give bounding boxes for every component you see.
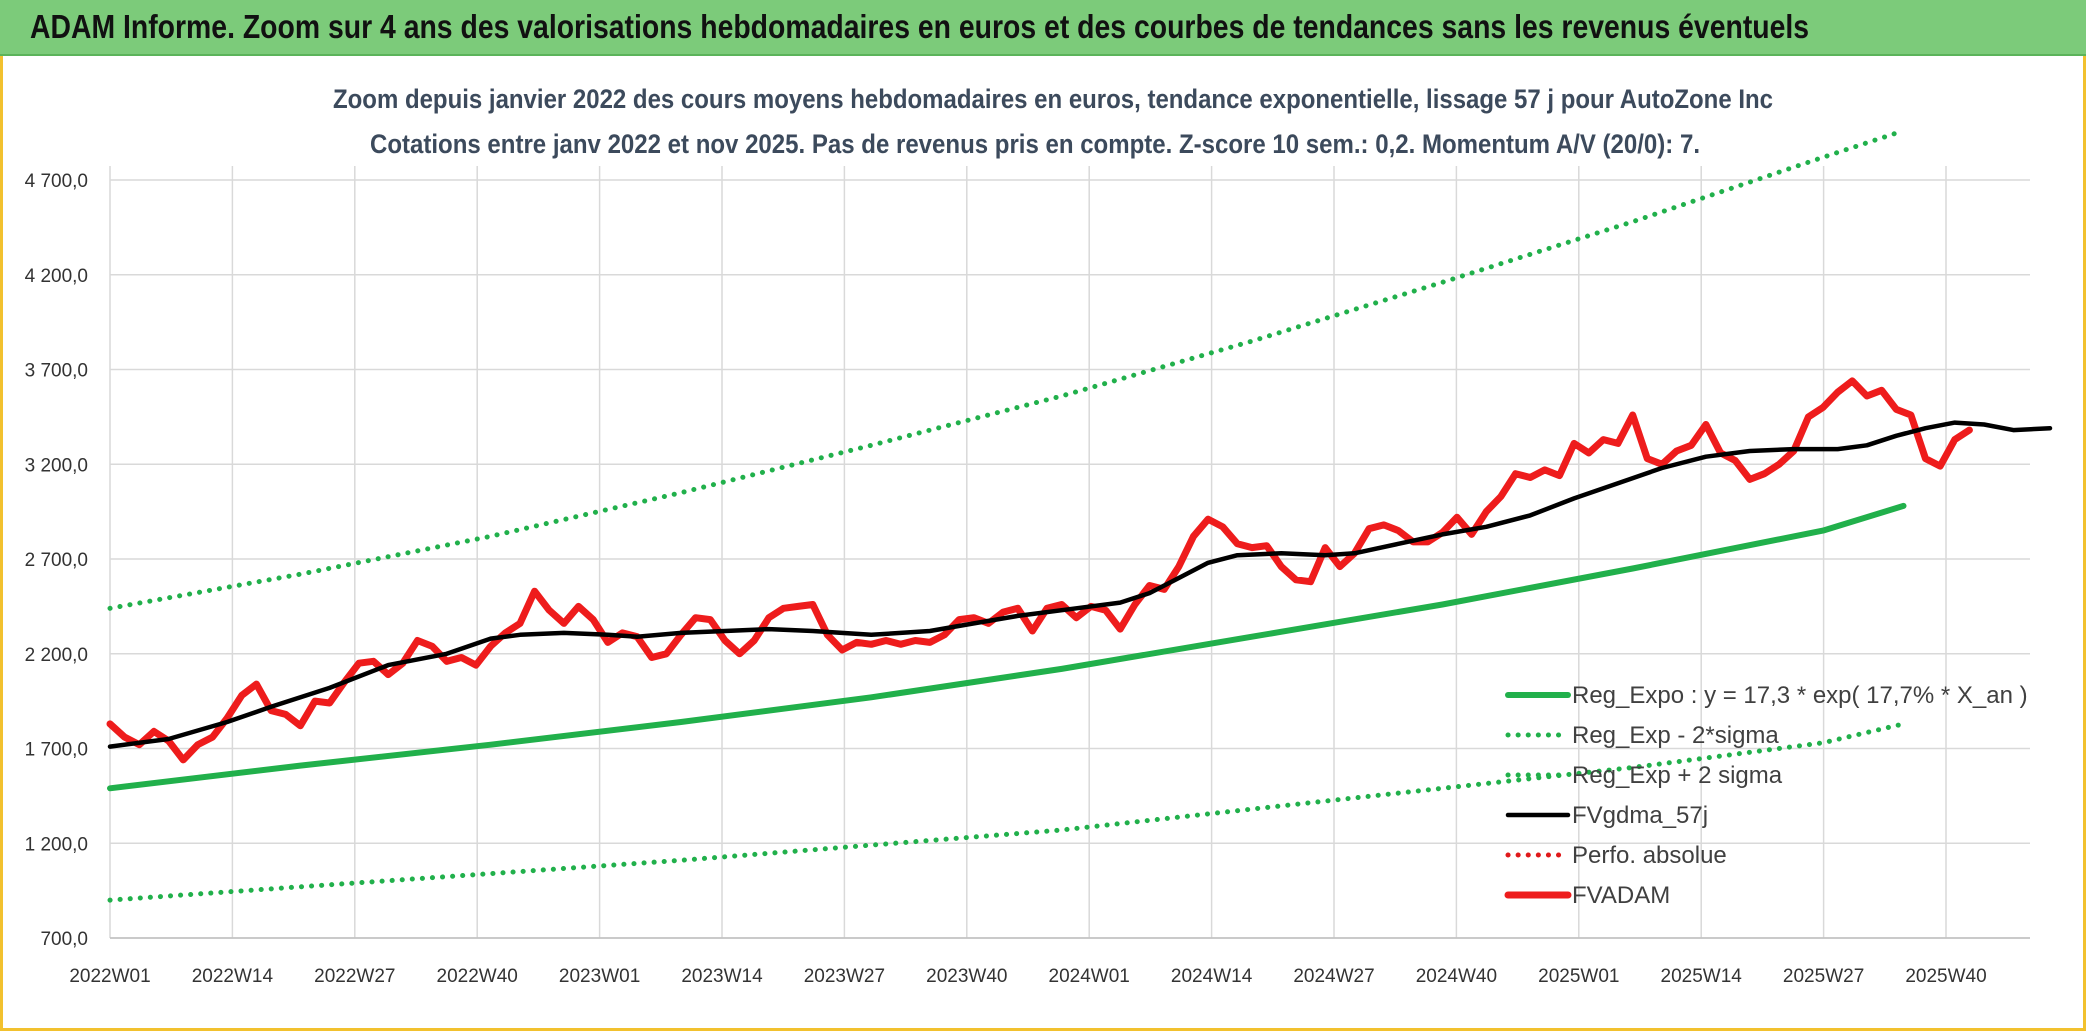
gridlines (109, 166, 2030, 939)
header-banner: ADAM Informe. Zoom sur 4 ans des valoris… (0, 0, 2086, 56)
x-tick-label: 2025W40 (1905, 966, 1986, 987)
legend-label: FVgdma_57j (1572, 802, 1708, 829)
x-tick-label: 2022W14 (192, 966, 274, 987)
legend-label: Reg_Exp - 2*sigma (1572, 722, 1779, 749)
x-tick-label: 2024W40 (1416, 966, 1497, 987)
x-tick-label: 2022W27 (314, 966, 395, 987)
y-tick-label: 1 700,0 (25, 740, 88, 761)
x-tick-label: 2023W14 (681, 966, 763, 987)
x-axis: 2022W01 2022W14 2022W27 2022W40 2023W01 2023W… (69, 966, 1986, 987)
x-tick-label: 2023W40 (926, 966, 1007, 987)
page-title: ADAM Informe. Zoom sur 4 ans des valoris… (30, 8, 1810, 45)
y-tick-label: 2 200,0 (25, 645, 88, 666)
legend: Reg_Expo : y = 17,3 * exp( 17,7% * X_an … (1504, 682, 2028, 909)
y-tick-label: 4 200,0 (25, 266, 88, 287)
series-line-3 (107, 420, 2053, 749)
legend-label: Reg_Exp + 2 sigma (1572, 762, 1783, 789)
series-group (106, 128, 2053, 903)
y-tick-label: 1 200,0 (25, 834, 88, 855)
y-tick-label: 2 700,0 (25, 550, 88, 571)
x-tick-label: 2024W01 (1049, 966, 1130, 987)
x-tick-label: 2024W14 (1171, 966, 1253, 987)
x-tick-label: 2023W01 (559, 966, 640, 987)
chart-title: Zoom depuis janvier 2022 des cours moyen… (333, 84, 1773, 114)
series-line-0 (107, 502, 1907, 792)
y-tick-label: 3 200,0 (25, 455, 88, 476)
x-tick-label: 2025W01 (1538, 966, 1619, 987)
y-tick-label: 4 700,0 (25, 171, 88, 192)
x-tick-label: 2022W40 (437, 966, 518, 987)
legend-label: Reg_Expo : y = 17,3 * exp( 17,7% * X_an … (1572, 682, 2028, 709)
legend-label: FVADAM (1572, 882, 1670, 909)
x-tick-label: 2024W27 (1293, 966, 1374, 987)
x-tick-label: 2025W14 (1661, 966, 1743, 987)
series-line-5 (106, 377, 1973, 764)
legend-label: Perfo. absolue (1572, 842, 1727, 869)
chart-subtitle: Cotations entre janv 2022 et nov 2025. P… (370, 129, 1700, 159)
x-tick-label: 2023W27 (804, 966, 885, 987)
y-axis: 700,0 1 200,0 1 700,0 2 200,0 2 700,0 3 200,0… (25, 171, 88, 950)
series-line-2 (107, 128, 1906, 611)
x-tick-label: 2022W01 (69, 966, 150, 987)
y-tick-label: 700,0 (40, 929, 88, 950)
x-tick-label: 2025W27 (1783, 966, 1864, 987)
y-tick-label: 3 700,0 (25, 361, 88, 382)
